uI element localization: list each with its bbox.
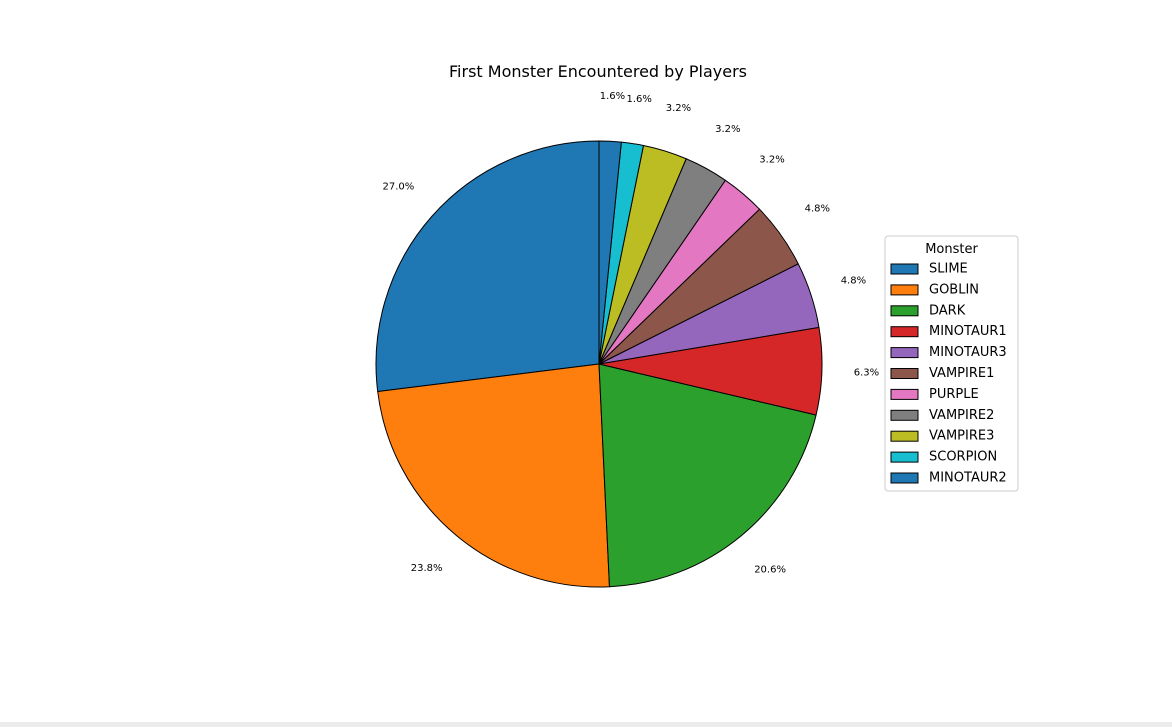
pct-label-vampire1: 4.8% bbox=[805, 204, 830, 215]
pie-slice-goblin bbox=[377, 363, 610, 588]
legend-swatch-minotaur2 bbox=[890, 472, 919, 484]
chart-title: First Monster Encountered by Players bbox=[449, 62, 747, 81]
legend-title: Monster bbox=[925, 242, 978, 257]
legend-label-minotaur2: MINOTAUR2 bbox=[929, 471, 1007, 486]
pct-label-vampire2: 3.2% bbox=[715, 124, 740, 135]
legend-label-minotaur3: MINOTAUR3 bbox=[929, 345, 1007, 360]
pct-label-minotaur3: 4.8% bbox=[841, 275, 866, 286]
legend-label-slime: SLIME bbox=[929, 262, 968, 277]
legend-swatch-goblin bbox=[890, 284, 919, 296]
pct-label-purple: 3.2% bbox=[759, 154, 784, 165]
legend: Monster SLIME GOBLIN DARK MINOTAUR1 MINOTAUR… bbox=[884, 235, 1019, 492]
pie-slice-minotaur2 bbox=[598, 140, 622, 365]
pie-slice-slime bbox=[375, 140, 600, 393]
legend-label-purple: PURPLE bbox=[929, 387, 979, 402]
pie-slice-dark bbox=[598, 363, 817, 588]
pct-label-slime: 27.0% bbox=[383, 181, 415, 192]
pie-slices bbox=[375, 140, 823, 588]
legend-label-minotaur1: MINOTAUR1 bbox=[929, 324, 1007, 339]
pct-label-vampire3: 3.2% bbox=[666, 103, 691, 114]
legend-swatch-dark bbox=[890, 305, 919, 317]
pct-label-scorpion: 1.6% bbox=[626, 94, 651, 105]
pct-label-goblin: 23.8% bbox=[411, 563, 443, 574]
legend-label-dark: DARK bbox=[929, 303, 966, 318]
pct-label-minotaur2: 1.6% bbox=[600, 91, 625, 102]
legend-label-vampire1: VAMPIRE1 bbox=[929, 366, 994, 381]
legend-swatch-vampire2 bbox=[890, 409, 919, 421]
legend-label-goblin: GOBLIN bbox=[929, 282, 979, 297]
legend-swatch-scorpion bbox=[890, 451, 919, 463]
pie-percent-labels: 27.0% 23.8% 20.6% 6.3% 4.8% 4.8% 3.2% 3.2% 3.2% 1… bbox=[383, 91, 880, 575]
legend-label-vampire3: VAMPIRE3 bbox=[929, 429, 994, 444]
pct-label-dark: 20.6% bbox=[754, 564, 786, 575]
legend-swatch-slime bbox=[890, 263, 919, 275]
pct-label-minotaur1: 6.3% bbox=[854, 367, 879, 378]
legend-swatch-vampire1 bbox=[890, 368, 919, 379]
legend-swatch-minotaur1 bbox=[890, 326, 919, 338]
legend-swatch-vampire3 bbox=[890, 430, 919, 442]
legend-swatch-purple bbox=[890, 388, 919, 400]
legend-items: SLIME GOBLIN DARK MINOTAUR1 MINOTAUR3 VAMPIRE… bbox=[890, 262, 1007, 486]
legend-label-scorpion: SCORPION bbox=[929, 450, 997, 465]
bottom-strip bbox=[0, 722, 1172, 727]
legend-label-vampire2: VAMPIRE2 bbox=[929, 408, 994, 423]
legend-swatch-minotaur3 bbox=[890, 347, 919, 359]
legend-frame bbox=[884, 235, 1019, 492]
